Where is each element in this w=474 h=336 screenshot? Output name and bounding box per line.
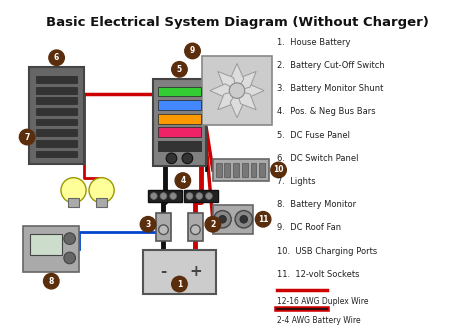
- Circle shape: [170, 193, 176, 200]
- Circle shape: [214, 211, 231, 228]
- Bar: [68, 198, 79, 207]
- Polygon shape: [210, 84, 237, 97]
- Circle shape: [49, 50, 64, 66]
- Circle shape: [159, 225, 168, 235]
- Text: 2.  Battery Cut-Off Switch: 2. Battery Cut-Off Switch: [277, 61, 384, 70]
- Bar: [158, 100, 201, 110]
- Bar: [202, 56, 272, 125]
- Circle shape: [191, 225, 200, 235]
- Polygon shape: [237, 84, 264, 97]
- Circle shape: [172, 276, 187, 292]
- Bar: [143, 250, 216, 294]
- Text: +: +: [189, 264, 202, 280]
- Text: 2: 2: [210, 220, 216, 229]
- Text: 7: 7: [25, 132, 30, 141]
- Bar: [158, 114, 201, 124]
- Bar: [158, 87, 201, 96]
- Text: 11: 11: [258, 215, 268, 224]
- Circle shape: [64, 252, 75, 264]
- Text: 7.  Lights: 7. Lights: [277, 177, 315, 186]
- Bar: [36, 119, 77, 125]
- Polygon shape: [218, 91, 237, 110]
- Bar: [96, 198, 108, 207]
- Text: 10.  USB Charging Ports: 10. USB Charging Ports: [277, 247, 377, 256]
- Bar: [213, 205, 254, 234]
- Bar: [251, 163, 256, 177]
- Text: 10: 10: [273, 165, 284, 174]
- Bar: [36, 140, 77, 147]
- Bar: [30, 234, 62, 255]
- Circle shape: [150, 193, 157, 200]
- Bar: [224, 163, 230, 177]
- Bar: [233, 163, 239, 177]
- Bar: [23, 226, 79, 272]
- Polygon shape: [218, 72, 237, 91]
- Text: 4: 4: [180, 176, 185, 185]
- Text: 3.  Battery Monitor Shunt: 3. Battery Monitor Shunt: [277, 84, 383, 93]
- Circle shape: [182, 153, 193, 164]
- Circle shape: [206, 193, 212, 200]
- Bar: [36, 129, 77, 136]
- Bar: [153, 79, 206, 166]
- Text: 9.  DC Roof Fan: 9. DC Roof Fan: [277, 223, 341, 233]
- Circle shape: [175, 173, 191, 188]
- Text: Basic Electrical System Diagram (Without Charger): Basic Electrical System Diagram (Without…: [46, 16, 428, 29]
- Polygon shape: [230, 91, 244, 118]
- Text: 6.  DC Switch Panel: 6. DC Switch Panel: [277, 154, 358, 163]
- Circle shape: [196, 193, 203, 200]
- Polygon shape: [237, 91, 256, 110]
- Text: 5.  DC Fuse Panel: 5. DC Fuse Panel: [277, 131, 350, 140]
- Text: 11.  12-volt Sockets: 11. 12-volt Sockets: [277, 270, 359, 279]
- Bar: [36, 76, 77, 83]
- Text: 12-16 AWG Duplex Wire: 12-16 AWG Duplex Wire: [277, 297, 368, 306]
- Text: 1: 1: [177, 280, 182, 289]
- Text: 1.  House Battery: 1. House Battery: [277, 38, 350, 47]
- Bar: [156, 213, 171, 241]
- Circle shape: [240, 215, 247, 223]
- Circle shape: [44, 274, 59, 289]
- Text: 6: 6: [54, 53, 59, 62]
- Bar: [242, 163, 247, 177]
- Bar: [259, 163, 265, 177]
- Circle shape: [205, 217, 220, 232]
- Circle shape: [229, 83, 245, 98]
- Circle shape: [185, 43, 200, 59]
- Polygon shape: [230, 64, 244, 91]
- Text: 2-4 AWG Battery Wire: 2-4 AWG Battery Wire: [277, 316, 360, 325]
- Bar: [158, 141, 201, 151]
- Circle shape: [172, 61, 187, 77]
- Circle shape: [140, 217, 156, 232]
- Text: 8: 8: [49, 277, 54, 286]
- Bar: [29, 68, 84, 164]
- Circle shape: [19, 129, 35, 145]
- Bar: [158, 127, 201, 137]
- Circle shape: [166, 153, 177, 164]
- Circle shape: [89, 178, 114, 203]
- Bar: [36, 87, 77, 93]
- Bar: [184, 190, 218, 202]
- Bar: [36, 151, 77, 157]
- Text: -: -: [160, 264, 167, 280]
- Bar: [148, 190, 182, 202]
- Bar: [216, 163, 221, 177]
- Circle shape: [271, 162, 286, 178]
- Polygon shape: [237, 72, 256, 91]
- Circle shape: [160, 193, 167, 200]
- Text: 3: 3: [146, 220, 151, 229]
- Circle shape: [255, 212, 271, 227]
- Text: 5: 5: [177, 65, 182, 74]
- Bar: [213, 159, 269, 180]
- Bar: [188, 213, 203, 241]
- Bar: [36, 97, 77, 104]
- Circle shape: [64, 233, 75, 244]
- Circle shape: [186, 193, 193, 200]
- Text: 9: 9: [190, 46, 195, 55]
- Text: 4.  Pos. & Neg Bus Bars: 4. Pos. & Neg Bus Bars: [277, 108, 375, 116]
- Bar: [36, 108, 77, 115]
- Circle shape: [61, 178, 86, 203]
- Circle shape: [219, 215, 227, 223]
- Circle shape: [235, 211, 253, 228]
- Text: 8.  Battery Monitor: 8. Battery Monitor: [277, 200, 356, 209]
